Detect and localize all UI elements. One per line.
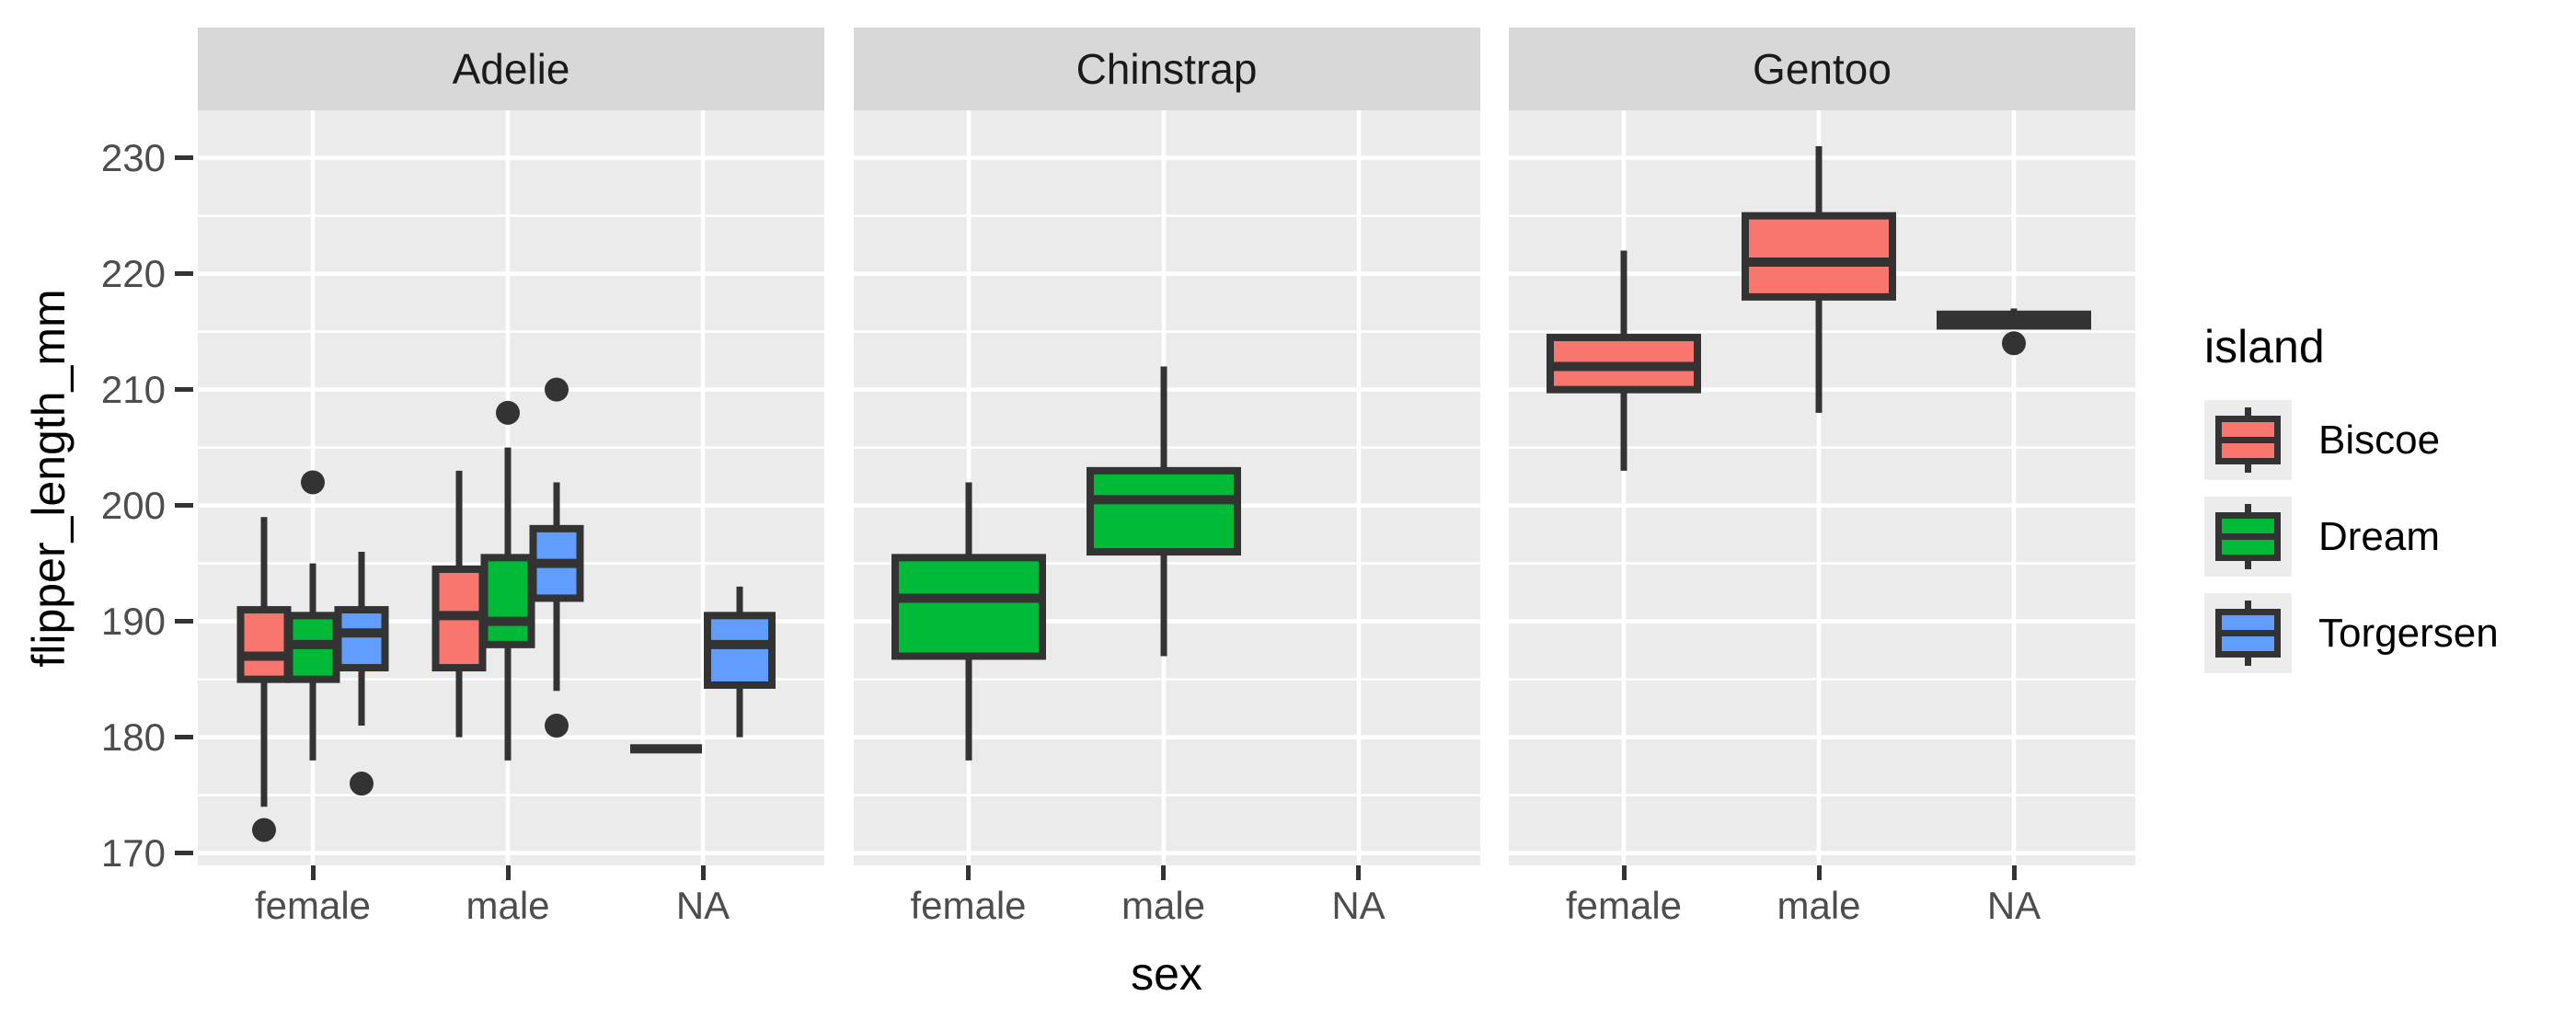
x-tick-label: NA	[675, 884, 730, 927]
outlier-point	[350, 772, 374, 796]
y-tick-label: 210	[100, 367, 166, 411]
x-tick-label: female	[910, 884, 1027, 927]
boxplot-Adelie-male-Biscoe	[431, 470, 487, 738]
legend-boxplot-glyph-Biscoe	[2215, 407, 2281, 473]
y-tick-mark	[175, 271, 193, 277]
y-tick-mark	[175, 503, 193, 509]
boxplot-Adelie-NA-Torgersen	[704, 586, 776, 738]
box-iqr	[1086, 466, 1241, 556]
legend-key-Torgersen	[2204, 593, 2292, 673]
y-tick-mark	[175, 619, 193, 624]
box-iqr	[704, 612, 776, 689]
x-tick-mark	[1816, 865, 1822, 880]
outlier-point	[301, 470, 325, 495]
box-iqr	[236, 606, 292, 683]
x-tick-label: female	[254, 884, 372, 927]
legend-boxplot-glyph-Torgersen	[2215, 601, 2281, 666]
y-tick-mark	[175, 155, 193, 161]
legend-label-Torgersen: Torgersen	[2318, 610, 2499, 656]
boxplot-Chinstrap-male-Dream	[1086, 366, 1241, 657]
boxplot-Gentoo-male-Biscoe	[1742, 146, 1896, 413]
x-tick-mark	[1621, 865, 1627, 880]
y-tick-label: 200	[100, 483, 166, 527]
box-iqr	[891, 554, 1046, 660]
boxplot-Adelie-female-Torgersen	[334, 552, 389, 796]
x-axis-title: sex	[1131, 948, 1202, 1000]
legend-title: island	[2204, 321, 2325, 372]
x-tick-label: male	[466, 884, 550, 927]
x-tick-mark	[310, 865, 316, 880]
x-tick-mark	[505, 865, 511, 880]
x-tick-mark	[1356, 865, 1361, 880]
x-tick-mark	[700, 865, 706, 880]
y-tick-mark	[175, 735, 193, 740]
legend-key-Dream	[2204, 497, 2292, 577]
x-tick-mark	[1161, 865, 1166, 880]
y-tick-label: 170	[100, 830, 166, 875]
y-tick-label: 220	[100, 251, 166, 295]
outlier-point	[545, 714, 569, 738]
y-tick-mark	[175, 851, 193, 856]
facet-strip-Adelie: Adelie	[198, 28, 824, 110]
legend-key-Biscoe	[2204, 400, 2292, 480]
boxplot-Adelie-male-Torgersen	[529, 377, 584, 738]
x-tick-label: NA	[1331, 884, 1386, 927]
y-tick-label: 180	[100, 715, 166, 759]
box-iqr	[1742, 212, 1896, 301]
x-tick-label: male	[1121, 884, 1206, 927]
panel-Chinstrap	[853, 110, 1480, 865]
facet-strip-label: Chinstrap	[1075, 45, 1258, 93]
facet-strip-Chinstrap: Chinstrap	[853, 28, 1480, 110]
boxplot-Gentoo-female-Biscoe	[1547, 250, 1701, 471]
facet-strip-Gentoo: Gentoo	[1509, 28, 2135, 110]
outlier-point	[2002, 331, 2026, 356]
facet-strip-label: Adelie	[452, 45, 570, 93]
y-tick-mark	[175, 387, 193, 393]
x-tick-mark	[2011, 865, 2017, 880]
panel-Adelie	[198, 110, 824, 865]
box-iqr	[334, 606, 389, 672]
boxplot-Gentoo-NA-Biscoe	[1937, 308, 2091, 356]
x-tick-label: female	[1565, 884, 1683, 927]
legend-label-Dream: Dream	[2318, 513, 2441, 559]
panel-Gentoo	[1509, 110, 2135, 865]
outlier-point	[252, 818, 276, 842]
legend-boxplot-glyph-Dream	[2215, 504, 2281, 569]
x-tick-label: NA	[1986, 884, 2041, 927]
boxplot-Chinstrap-female-Dream	[891, 482, 1046, 761]
facet-strip-label: Gentoo	[1753, 45, 1892, 93]
boxplot-Adelie-female-Dream	[285, 470, 340, 761]
x-tick-mark	[966, 865, 971, 880]
y-tick-label: 190	[100, 599, 166, 643]
x-tick-label: male	[1777, 884, 1861, 927]
box-iqr	[480, 554, 535, 648]
legend-label-Biscoe: Biscoe	[2318, 417, 2441, 463]
outlier-point	[496, 400, 520, 425]
y-tick-label: 230	[100, 135, 166, 179]
outlier-point	[545, 377, 569, 402]
